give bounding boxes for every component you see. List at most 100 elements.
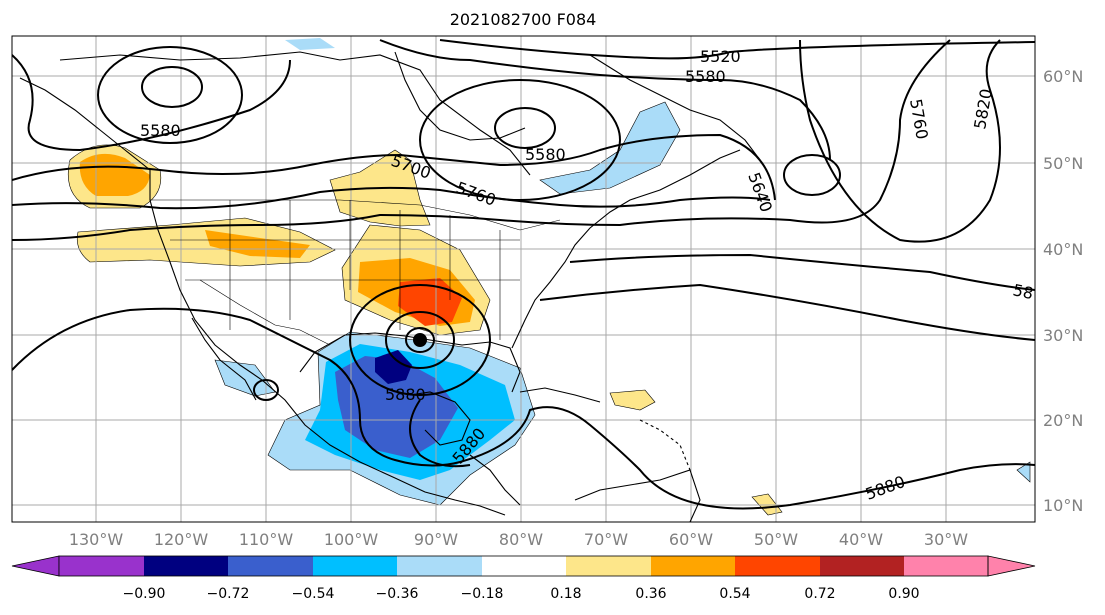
lat-tick-label: 50°N	[1043, 154, 1083, 173]
shaded-anomaly-field	[67, 38, 1031, 516]
shading-carib-yellow	[609, 389, 656, 411]
colorbar-segment	[59, 556, 144, 576]
contour-5820	[799, 39, 1001, 243]
coast-central-america	[469, 454, 521, 506]
coast-cuba	[519, 387, 601, 403]
latitude-tick-labels: 60°N 50°N 40°N 30°N 20°N 10°N	[1043, 67, 1083, 515]
coast-west-north-america	[19, 77, 506, 516]
map-frame	[11, 35, 1036, 523]
colorbar-segment	[735, 556, 820, 576]
coast-labrador	[589, 54, 761, 161]
colorbar-extend-left	[11, 555, 60, 577]
lon-tick-label: 50°W	[754, 530, 798, 549]
lat-tick-label: 30°N	[1043, 326, 1083, 345]
coastlines	[19, 51, 761, 522]
contour-label: 5580	[525, 145, 566, 164]
colorbar-segment	[144, 556, 228, 576]
contour-low-hudson-outer	[419, 79, 621, 201]
contour-5880-atl	[539, 283, 1035, 341]
contour-5880-main	[12, 307, 1035, 510]
colorbar-tick-label: −0.36	[376, 586, 419, 602]
coast-gulf	[299, 332, 521, 393]
contour-5580-north	[379, 39, 831, 161]
colorbar-segment	[228, 556, 313, 576]
colorbar-segment	[820, 556, 904, 576]
lat-tick-label: 20°N	[1043, 411, 1083, 430]
colorbar-tick-labels: −0.90 −0.72 −0.54 −0.36 −0.18 0.18 0.36 …	[123, 586, 920, 602]
colorbar-tick-label: 0.36	[635, 586, 666, 602]
shading-west-orange	[205, 230, 310, 258]
shading-e-lightblue	[1016, 461, 1031, 483]
lon-tick-label: 80°W	[499, 530, 543, 549]
contour-label: 5820	[970, 87, 996, 130]
colorbar-tick-label: −0.54	[292, 586, 335, 602]
shading-la-red	[398, 278, 462, 326]
shading-baja-lightblue	[214, 359, 276, 397]
contour-high-atl	[783, 154, 841, 196]
contour-label: 5640	[744, 170, 776, 215]
contour-5760	[12, 39, 951, 241]
contour-label: 5880	[863, 472, 908, 504]
lat-tick-label: 40°N	[1043, 240, 1083, 259]
colorbar-tick-label: 0.54	[719, 586, 750, 602]
shading-hudson-lightblue	[285, 38, 335, 50]
shading-gulf-navy	[375, 350, 412, 384]
lon-tick-label: 90°W	[414, 530, 458, 549]
colorbar-segment	[904, 556, 988, 576]
contour-mexico-low	[253, 379, 279, 401]
colorbar-tick-label: 0.72	[804, 586, 835, 602]
colorbar-tick-label: −0.90	[123, 586, 166, 602]
coast-baja	[191, 317, 257, 401]
graticule	[12, 36, 1035, 522]
colorbar-tick-label: −0.72	[207, 586, 250, 602]
political-borders	[150, 199, 561, 346]
shading-nw-orange	[79, 153, 150, 196]
contour-label: 5580	[685, 67, 726, 86]
contour-label: 58	[1011, 280, 1035, 303]
contour-5880-east	[569, 253, 1035, 291]
colorbar-extend-right	[987, 555, 1036, 577]
contour-5520	[439, 39, 1035, 60]
coast-antilles	[639, 419, 691, 471]
lon-tick-label: 30°W	[924, 530, 968, 549]
contour-5700	[12, 186, 771, 210]
colorbar-segment	[482, 556, 566, 576]
contour-hurricane-1	[405, 327, 435, 353]
contour-label: 5760	[454, 178, 499, 210]
contour-low-nw	[141, 66, 203, 108]
lon-tick-label: 70°W	[584, 530, 628, 549]
colorbar-tick-label: 0.18	[550, 586, 581, 602]
contour-label: 5760	[906, 97, 932, 140]
contour-5580-west	[12, 54, 291, 152]
colorbar-frame	[58, 555, 989, 577]
longitude-tick-labels: 130°W 120°W 110°W 100°W 90°W 80°W 70°W 6…	[69, 530, 968, 549]
contour-hurricane-3	[349, 284, 491, 396]
lon-tick-label: 130°W	[69, 530, 124, 549]
colorbar-segment	[313, 556, 397, 576]
colorbar-segment	[651, 556, 735, 576]
map-title: 2021082700 F084	[450, 10, 597, 29]
contour-5880-south	[409, 399, 471, 468]
lon-tick-label: 100°W	[324, 530, 379, 549]
lat-tick-label: 10°N	[1043, 496, 1083, 515]
coast-canada-north	[59, 51, 531, 176]
lon-tick-label: 40°W	[839, 530, 883, 549]
lon-tick-label: 110°W	[239, 530, 294, 549]
shading-canada-lightblue	[539, 101, 681, 195]
hurricane-center-marker	[413, 333, 427, 347]
contour-low-hudson	[494, 107, 556, 149]
contour-hurricane-2	[385, 311, 455, 369]
contour-label: 5880	[385, 385, 426, 404]
contour-label: 5520	[700, 47, 741, 66]
contour-label: 5580	[140, 121, 181, 140]
coast-south-america	[574, 469, 701, 522]
contour-low-nw-outer	[97, 46, 243, 144]
colorbar-tick-label: −0.18	[461, 586, 504, 602]
colorbar: −0.90 −0.72 −0.54 −0.36 −0.18 0.18 0.36 …	[11, 555, 1036, 602]
colorbar-tick-label: 0.90	[888, 586, 919, 602]
colorbar-segment	[397, 556, 482, 576]
lat-tick-label: 60°N	[1043, 67, 1083, 86]
coast-yucatan	[409, 391, 471, 446]
map-panel: 5520 5580 5580 5580 5700 5760 5640 5760 …	[11, 35, 1036, 523]
